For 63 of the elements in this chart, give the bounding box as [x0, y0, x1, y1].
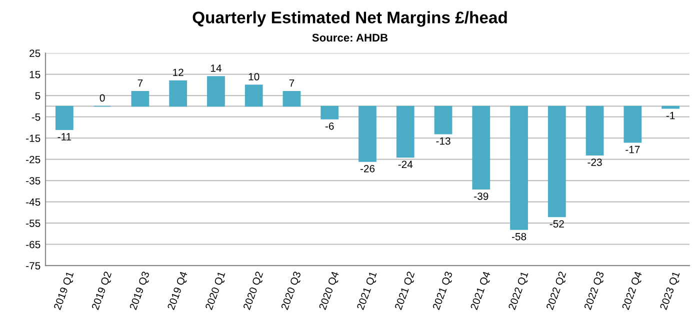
- bar: [472, 106, 490, 190]
- chart-title: Quarterly Estimated Net Margins £/head: [192, 11, 507, 27]
- data-label: -24: [398, 160, 413, 168]
- x-tick-label: 2022 Q1: [508, 271, 530, 311]
- bar: [282, 90, 301, 107]
- bar: [169, 80, 188, 107]
- bar: [131, 90, 150, 107]
- y-tick-label: 5: [35, 92, 40, 100]
- x-tick-label: 2022 Q4: [622, 270, 644, 311]
- y-tick-label: 25: [30, 50, 40, 57]
- y-tick-label: -65: [26, 240, 40, 248]
- data-label: 0: [100, 94, 105, 102]
- y-tick-label: -5: [32, 113, 40, 121]
- bar: [56, 106, 74, 130]
- x-tick-label: 2020 Q2: [242, 271, 265, 311]
- y-tick-label: -25: [26, 156, 40, 164]
- bar: [510, 106, 528, 230]
- data-label: -52: [550, 220, 564, 228]
- bar: [586, 106, 604, 156]
- bar: [358, 106, 376, 162]
- y-tick-label: -55: [26, 220, 40, 227]
- y-tick-label: -15: [26, 134, 40, 142]
- bar: [320, 106, 339, 120]
- y-tick-label: -45: [26, 198, 40, 206]
- bar: [548, 106, 566, 218]
- x-tick-label: 2022 Q3: [584, 270, 606, 311]
- x-tick-label: 2020 Q4: [318, 270, 341, 311]
- data-label: 10: [248, 73, 260, 80]
- x-tick-label: 2021 Q3: [432, 270, 454, 311]
- x-tick-label: 2023 Q1: [660, 271, 682, 311]
- y-tick-label: -35: [26, 177, 40, 184]
- x-tick-label: 2019 Q1: [53, 271, 76, 311]
- bar: [624, 106, 642, 143]
- x-tick-label: 2019 Q4: [167, 270, 190, 311]
- x-tick-label: 2020 Q3: [280, 270, 303, 311]
- data-label: -17: [626, 146, 640, 154]
- data-label: -1: [666, 112, 675, 120]
- chart-subtitle: Source: AHDB: [312, 34, 388, 42]
- x-tick-label: 2021 Q1: [356, 271, 379, 311]
- data-label: -6: [325, 122, 334, 130]
- data-label: 7: [138, 79, 143, 87]
- data-label: -11: [58, 133, 72, 140]
- x-tick-label: 2020 Q1: [205, 271, 228, 311]
- data-label: -26: [360, 164, 375, 172]
- y-tick-label: 15: [30, 70, 40, 78]
- bar: [396, 106, 414, 158]
- data-label: -23: [588, 158, 602, 166]
- data-label: 12: [173, 68, 184, 76]
- data-label: -58: [512, 232, 526, 240]
- bar: [434, 106, 452, 134]
- bar: [207, 76, 225, 107]
- bar: [244, 84, 263, 107]
- data-label: 14: [210, 64, 222, 72]
- x-tick-label: 2022 Q2: [546, 271, 568, 311]
- x-tick-label: 2019 Q2: [91, 271, 114, 311]
- x-tick-label: 2021 Q4: [470, 270, 492, 311]
- data-label: -13: [436, 137, 450, 145]
- y-tick-label: -75: [26, 262, 40, 270]
- x-tick-label: 2019 Q3: [129, 270, 152, 311]
- bar: [662, 106, 680, 109]
- x-tick-label: 2021 Q2: [394, 271, 416, 311]
- data-label: 7: [289, 79, 294, 87]
- data-label: -39: [474, 192, 488, 200]
